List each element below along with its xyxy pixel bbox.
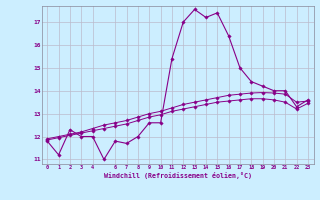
X-axis label: Windchill (Refroidissement éolien,°C): Windchill (Refroidissement éolien,°C): [104, 172, 252, 179]
